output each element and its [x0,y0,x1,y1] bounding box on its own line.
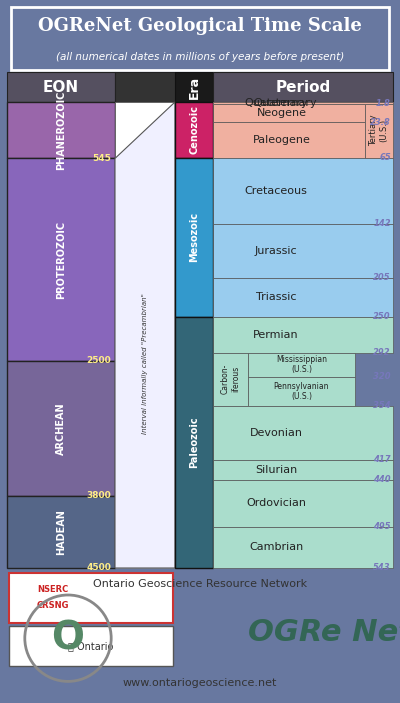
Bar [248,353,355,377]
Polygon shape [115,102,175,568]
Text: www.ontariogeoscience.net: www.ontariogeoscience.net [123,678,277,688]
Bar [175,102,213,157]
Bar [213,102,393,103]
Text: HADEAN: HADEAN [56,509,66,555]
Text: (all numerical dates in millions of years before present): (all numerical dates in millions of year… [56,52,344,63]
Bar [7,102,115,158]
Text: 250: 250 [373,312,391,321]
Text: Cretaceous: Cretaceous [244,186,308,196]
Bar [115,72,175,102]
Bar [213,278,393,316]
Text: 205: 205 [373,273,391,283]
Text: Quaternary: Quaternary [244,98,308,108]
Bar [365,103,393,157]
Bar [213,316,393,353]
Text: Ordovician: Ordovician [246,498,306,508]
Text: 495: 495 [373,522,391,531]
Text: Triassic: Triassic [256,292,296,302]
Bar [213,102,393,103]
Text: Era: Era [188,75,200,98]
Bar [248,377,355,406]
Bar [9,573,173,623]
Text: OGRe Net: OGRe Net [248,619,400,647]
Text: Cambrian: Cambrian [249,543,303,553]
Text: Quaternary: Quaternary [253,98,317,108]
Text: Carbon-
iferous: Carbon- iferous [221,364,240,394]
Text: Interval informally called "Precambrian": Interval informally called "Precambrian" [142,292,148,434]
Bar [213,406,393,460]
Bar [9,626,173,666]
Bar [213,353,248,406]
Text: Cenozoic: Cenozoic [189,105,199,155]
Text: 4500: 4500 [86,564,111,572]
Text: Paleogene: Paleogene [252,135,310,145]
Text: Neogene: Neogene [256,108,306,118]
Text: PHANEROZOIC: PHANEROZOIC [56,91,66,170]
Text: Jurassic: Jurassic [255,246,297,256]
Text: Silurian: Silurian [255,465,297,475]
Bar [7,496,115,568]
Bar [213,72,393,102]
Text: Tertiary
(U.S.): Tertiary (U.S.) [369,115,389,146]
Bar [213,103,365,122]
Text: 142: 142 [373,219,391,228]
Text: Period: Period [275,79,331,94]
Bar [213,479,393,527]
Text: Mississippian
(U.S.): Mississippian (U.S.) [276,355,327,374]
Bar [7,361,115,496]
Text: Pennsylvanian
(U.S.): Pennsylvanian (U.S.) [274,382,329,401]
Bar [7,72,115,102]
Text: Permian: Permian [253,330,299,340]
Text: 354: 354 [373,401,391,411]
Bar [175,72,213,102]
Text: 23.8: 23.8 [370,118,391,127]
Bar [213,224,393,278]
Text: 440: 440 [373,475,391,484]
Text: 320: 320 [373,372,391,381]
Bar [175,316,213,568]
Bar [213,157,393,224]
Text: NSERC: NSERC [37,586,68,595]
Text: 292: 292 [373,348,391,357]
Text: 417: 417 [373,456,391,465]
Text: 2500: 2500 [86,356,111,366]
Text: Mesozoic: Mesozoic [189,212,199,262]
Text: 545: 545 [92,154,111,163]
Text: Paleozoic: Paleozoic [189,416,199,468]
Text: 65: 65 [379,153,391,162]
Text: PROTEROZOIC: PROTEROZOIC [56,221,66,299]
Text: 543: 543 [373,564,391,572]
Bar [213,122,365,157]
Bar [175,157,213,316]
Text: Devonian: Devonian [250,428,302,438]
Bar [115,102,175,568]
Text: OGReNet Geological Time Scale: OGReNet Geological Time Scale [38,18,362,35]
Text: O: O [52,619,84,657]
Text: Ontario Geoscience Resource Network: Ontario Geoscience Resource Network [93,579,307,589]
Text: EON: EON [43,79,79,94]
Text: Ⓛ Ontario: Ⓛ Ontario [68,641,114,651]
Bar [213,460,393,479]
Bar [213,527,393,568]
Text: 3800: 3800 [86,491,111,500]
Text: 1.8: 1.8 [376,99,391,108]
Bar [7,158,115,361]
Text: ARCHEAN: ARCHEAN [56,402,66,455]
Text: CRSNG: CRSNG [37,602,70,610]
